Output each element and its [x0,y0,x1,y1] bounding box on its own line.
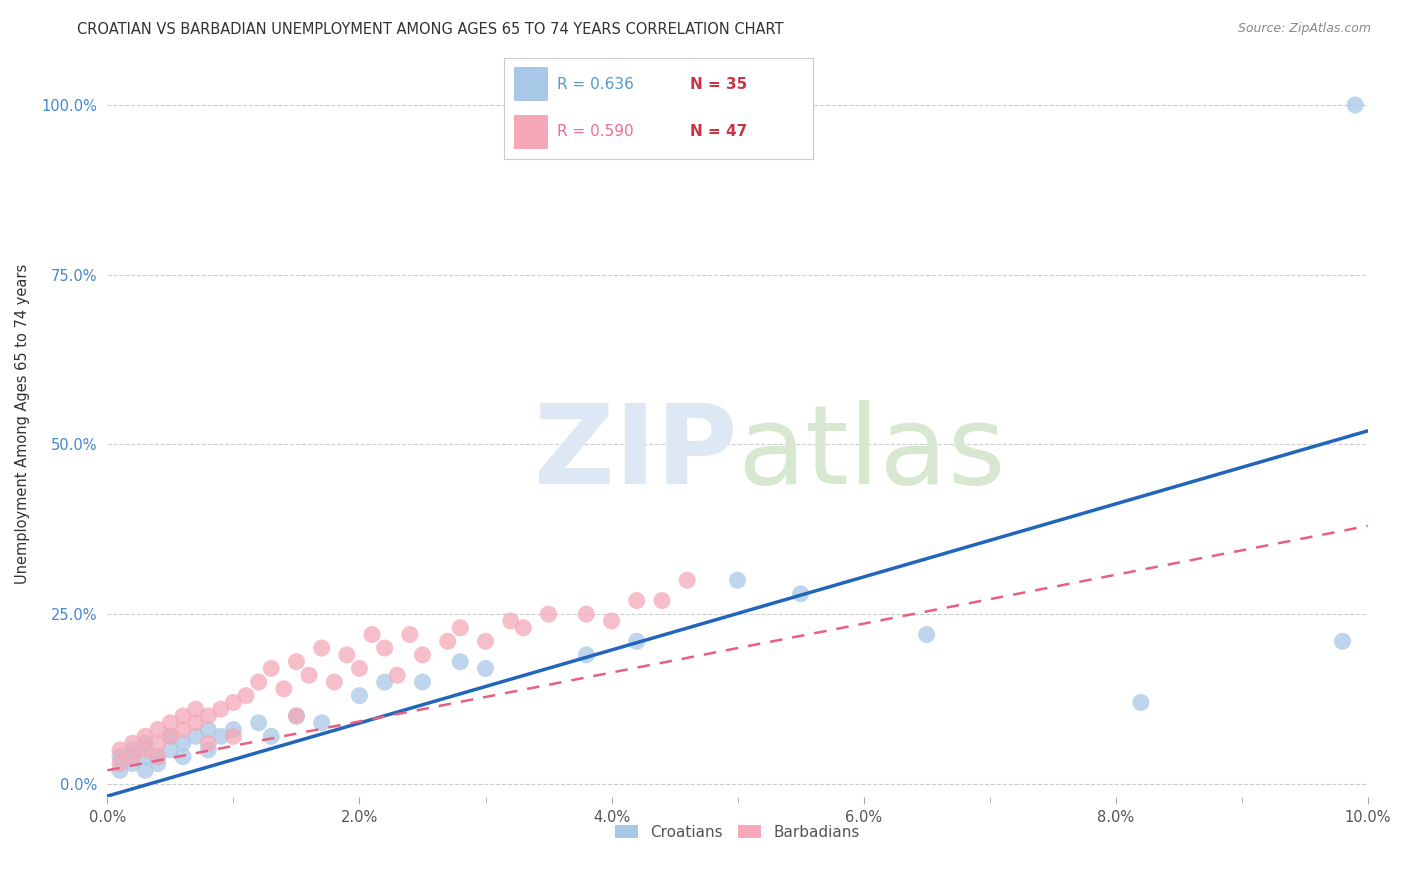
Point [260,730,283,744]
Point [499,614,522,628]
Point [121,756,143,771]
Point [349,689,371,703]
Point [915,627,938,641]
Point [1331,634,1354,648]
Point [311,715,333,730]
Point [474,634,496,648]
Point [197,736,219,750]
Point [209,702,232,716]
Point [575,607,598,622]
Point [159,715,181,730]
Point [298,668,321,682]
Point [273,681,295,696]
Point [184,730,207,744]
Point [172,723,194,737]
Point [134,736,156,750]
Point [159,730,181,744]
Point [399,627,422,641]
Point [121,743,143,757]
Point [600,614,623,628]
Point [247,675,270,690]
Legend: Croatians, Barbadians: Croatians, Barbadians [609,819,866,846]
Point [184,702,207,716]
Point [727,573,749,587]
Point [323,675,346,690]
Point [108,756,131,771]
Point [537,607,560,622]
Point [285,709,308,723]
Point [285,709,308,723]
Point [134,749,156,764]
Point [108,749,131,764]
Point [197,709,219,723]
Point [1129,695,1152,709]
Point [159,743,181,757]
Point [146,749,169,764]
Point [575,648,598,662]
Point [209,730,232,744]
Point [184,715,207,730]
Point [222,723,245,737]
Point [172,709,194,723]
Text: Source: ZipAtlas.com: Source: ZipAtlas.com [1237,22,1371,36]
Point [172,736,194,750]
Point [222,730,245,744]
Point [146,749,169,764]
Point [789,587,811,601]
Text: atlas: atlas [738,401,1007,508]
Point [651,593,673,607]
Point [260,661,283,675]
Point [411,648,433,662]
Point [1344,98,1367,112]
Point [134,743,156,757]
Point [374,675,396,690]
Point [159,730,181,744]
Point [449,621,471,635]
Point [449,655,471,669]
Point [411,675,433,690]
Point [436,634,458,648]
Text: ZIP: ZIP [534,401,738,508]
Point [247,715,270,730]
Point [108,743,131,757]
Point [146,756,169,771]
Point [146,723,169,737]
Point [235,689,257,703]
Point [474,661,496,675]
Point [349,661,371,675]
Point [374,641,396,656]
Point [336,648,359,662]
Point [311,641,333,656]
Point [222,695,245,709]
Point [172,749,194,764]
Point [121,736,143,750]
Point [197,743,219,757]
Point [134,764,156,778]
Point [108,764,131,778]
Point [626,634,648,648]
Point [361,627,384,641]
Point [121,749,143,764]
Point [197,723,219,737]
Point [285,655,308,669]
Point [626,593,648,607]
Point [146,736,169,750]
Point [512,621,534,635]
Point [387,668,409,682]
Point [134,730,156,744]
Text: CROATIAN VS BARBADIAN UNEMPLOYMENT AMONG AGES 65 TO 74 YEARS CORRELATION CHART: CROATIAN VS BARBADIAN UNEMPLOYMENT AMONG… [77,22,783,37]
Point [676,573,699,587]
Y-axis label: Unemployment Among Ages 65 to 74 years: Unemployment Among Ages 65 to 74 years [15,264,30,584]
